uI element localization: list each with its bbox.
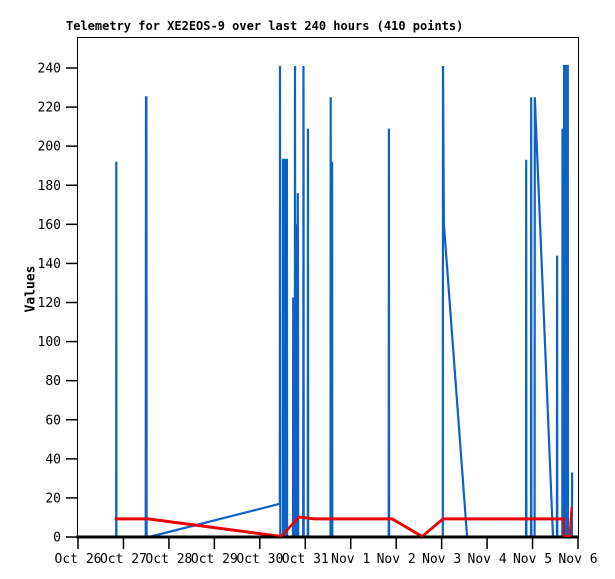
x-tick-label: Oct 27 bbox=[100, 552, 147, 567]
x-tick-label: Nov 4 bbox=[468, 552, 507, 567]
y-tick-label: 200 bbox=[38, 140, 61, 155]
y-tick-label: 20 bbox=[45, 491, 61, 506]
x-tick-label: Oct 28 bbox=[145, 552, 192, 567]
y-tick-label: 220 bbox=[38, 101, 61, 116]
y-tick-label: 100 bbox=[38, 335, 61, 350]
x-tick-label: Oct 26 bbox=[55, 552, 102, 567]
y-tick-label: 140 bbox=[38, 257, 61, 272]
x-tick-label: Nov 3 bbox=[422, 552, 461, 567]
y-tick-label: 180 bbox=[38, 179, 61, 194]
chart-title: Telemetry for XE2EOS-9 over last 240 hou… bbox=[66, 19, 464, 33]
y-tick-label: 0 bbox=[53, 531, 61, 546]
blue-series-line bbox=[115, 64, 574, 539]
y-tick-label: 40 bbox=[45, 452, 61, 467]
x-tick-label: Oct 29 bbox=[191, 552, 238, 567]
x-tick-label: Nov 6 bbox=[558, 552, 597, 567]
x-tick-label: Oct 30 bbox=[236, 552, 283, 567]
x-tick-label: Oct 31 bbox=[282, 552, 329, 567]
y-tick-label: 120 bbox=[38, 296, 61, 311]
x-tick-label: Nov 5 bbox=[513, 552, 552, 567]
x-tick-label: Nov 1 bbox=[331, 552, 370, 567]
y-tick-label: 240 bbox=[38, 62, 61, 77]
y-axis-label: Values bbox=[23, 265, 39, 313]
y-tick-label: 160 bbox=[38, 218, 61, 233]
y-tick-label: 60 bbox=[45, 413, 61, 428]
plot-border bbox=[77, 37, 579, 538]
red-series-line-overlay bbox=[114, 506, 573, 538]
x-tick-label: Nov 2 bbox=[377, 552, 416, 567]
y-tick-label: 80 bbox=[45, 374, 61, 389]
